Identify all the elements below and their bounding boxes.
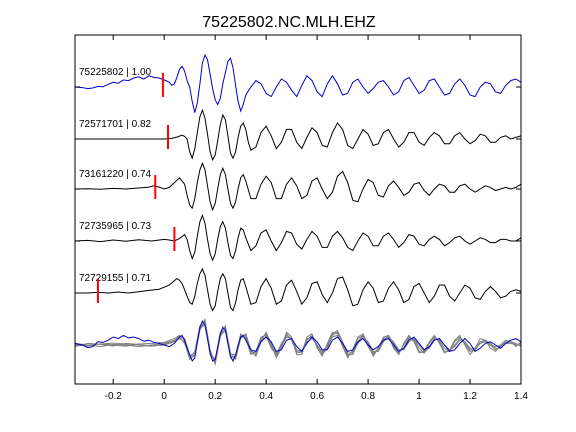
trace-line-5 bbox=[75, 267, 522, 312]
trace-label-3: 73161220 | 0.74 bbox=[79, 169, 152, 180]
x-tick-label-7: 1.2 bbox=[463, 391, 477, 402]
plot-frame bbox=[74, 34, 522, 385]
trace-label-5: 72729155 | 0.71 bbox=[79, 273, 152, 284]
trace-label-2: 72571701 | 0.82 bbox=[79, 119, 152, 130]
x-tick-label-3: 0.4 bbox=[259, 391, 273, 402]
chart-title: 75225802.NC.MLH.EHZ bbox=[202, 14, 376, 31]
trace-label-4: 72735965 | 0.73 bbox=[79, 221, 152, 232]
x-axis: -0.2 0 0.2 0.4 0.6 0.8 1 1.2 1.4 bbox=[105, 35, 528, 402]
x-tick-label-1: 0 bbox=[161, 391, 167, 402]
x-tick-label-4: 0.6 bbox=[310, 391, 324, 402]
pick-markers-layer bbox=[96, 73, 176, 303]
traces-layer bbox=[74, 53, 522, 312]
trace-line-1 bbox=[74, 53, 522, 113]
trace-line-2 bbox=[75, 108, 522, 162]
trace-line-3 bbox=[74, 162, 522, 212]
overlay-layer bbox=[74, 317, 522, 367]
overlay-line-5 bbox=[74, 319, 522, 363]
x-tick-label-8: 1.4 bbox=[514, 391, 528, 402]
x-tick-label-2: 0.2 bbox=[208, 391, 222, 402]
x-tick-label-5: 0.8 bbox=[361, 391, 375, 402]
trace-line-4 bbox=[74, 213, 522, 262]
trace-labels-layer: 75225802 | 1.00 72571701 | 0.82 73161220 |… bbox=[79, 67, 152, 284]
x-tick-label-6: 1 bbox=[416, 391, 422, 402]
trace-label-1: 75225802 | 1.00 bbox=[79, 67, 152, 78]
x-tick-label-0: -0.2 bbox=[105, 391, 123, 402]
